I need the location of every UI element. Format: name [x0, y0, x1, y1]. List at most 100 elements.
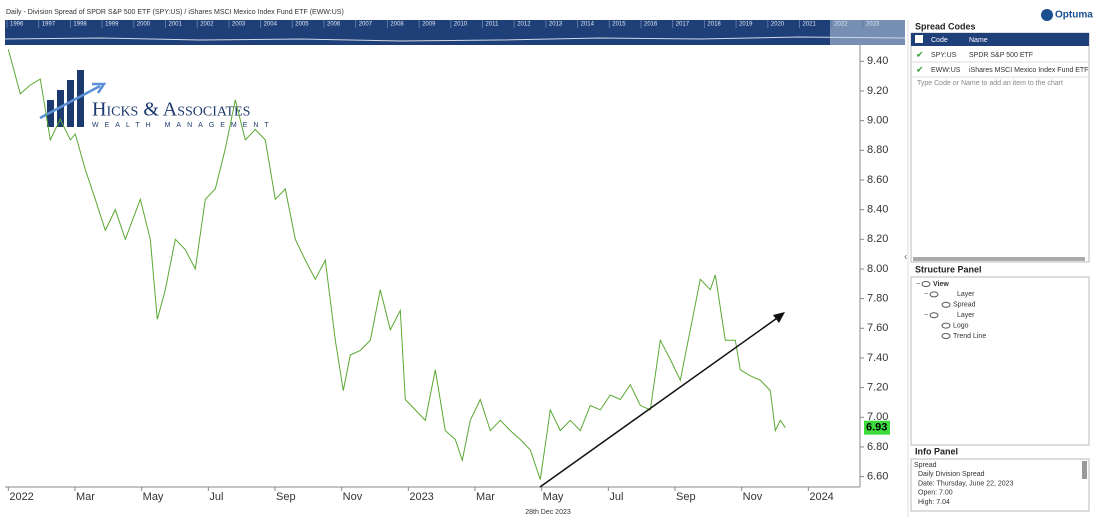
eye-icon[interactable] — [929, 312, 939, 319]
y-tick-label: 6.80 — [867, 441, 888, 453]
y-tick-label: 9.40 — [867, 55, 888, 67]
brand-icon — [1041, 9, 1053, 21]
tree-toggle[interactable]: − — [916, 281, 920, 288]
navigator-year: 2007 — [359, 22, 373, 28]
navigator-year: 2015 — [612, 22, 626, 28]
navigator-year: 1997 — [42, 22, 56, 28]
navigator-year: 2005 — [295, 22, 309, 28]
navigator-year: 2019 — [739, 22, 753, 28]
navigator-year: 2000 — [137, 22, 151, 28]
y-tick-label: 8.20 — [867, 233, 888, 245]
logo-bar — [77, 70, 84, 127]
tree-item[interactable]: Layer — [957, 312, 975, 319]
x-tick-label: Nov — [343, 491, 363, 503]
x-tick-label: May — [543, 491, 564, 503]
navigator-year: 2011 — [486, 22, 500, 28]
navigator-year: 2004 — [264, 22, 278, 28]
navigator-year: 2022 — [834, 22, 848, 28]
chart-title: Daily - Division Spread of SPDR S&P 500 … — [6, 9, 344, 16]
navigator-year: 2016 — [644, 22, 658, 28]
x-tick-label: 2022 — [9, 491, 33, 503]
y-tick-label: 9.20 — [867, 85, 888, 97]
brand[interactable]: Optuma — [1041, 9, 1093, 21]
logo-tagline: WEALTH MANAGEMENT — [92, 122, 275, 129]
tree-item[interactable]: Trend Line — [953, 333, 986, 340]
y-tick-label: 8.60 — [867, 174, 888, 186]
panel-title: Structure Panel — [915, 264, 982, 274]
scrollbar[interactable] — [913, 257, 1085, 261]
tree-item[interactable]: View — [933, 281, 949, 288]
info-line: Daily Division Spread — [918, 471, 985, 478]
x-tick-label: Jul — [609, 491, 623, 503]
eye-icon[interactable] — [941, 333, 951, 339]
y-tick-label: 7.20 — [867, 382, 888, 394]
brand-name: Optuma — [1055, 10, 1093, 21]
tree-item[interactable]: Logo — [953, 322, 969, 329]
tree-item[interactable]: Spread — [953, 302, 976, 309]
check[interactable]: ✔ — [916, 49, 924, 59]
codes-table — [910, 32, 1090, 263]
check[interactable]: ✔ — [916, 64, 924, 74]
y-tick-label: 7.40 — [867, 352, 888, 364]
navigator-year: 2013 — [549, 22, 563, 28]
navigator-year: 2010 — [454, 22, 468, 28]
x-tick-label: Jul — [209, 491, 223, 503]
y-tick-label: 7.60 — [867, 322, 888, 334]
info-line: High: 7.04 — [918, 499, 950, 506]
tree-toggle[interactable]: − — [924, 312, 928, 319]
eye-icon[interactable] — [921, 281, 931, 287]
codes-header — [911, 33, 1089, 46]
y-tick-label: 7.80 — [867, 293, 888, 305]
trend-line[interactable] — [539, 315, 781, 488]
info-line: Spread — [914, 462, 937, 469]
last-value-label: 6.93 — [866, 422, 887, 434]
navigator-year: 1996 — [10, 22, 24, 28]
eye-icon[interactable] — [941, 322, 951, 329]
y-tick-label: 6.60 — [867, 471, 888, 483]
navigator-year: 2014 — [581, 22, 595, 28]
collapse-arrow[interactable]: ‹ — [904, 252, 907, 263]
panel-title: Spread Codes — [915, 21, 976, 31]
y-tick-label: 8.40 — [867, 204, 888, 216]
x-tick-label: Sep — [676, 491, 696, 503]
navigator-years: 1996 1997 1998 1999 2000 2001 2002 2003 2004 2005… — [6, 20, 880, 28]
y-tick-label: 9.00 — [867, 115, 888, 127]
x-tick-label: Nov — [743, 491, 763, 503]
navigator-selection[interactable] — [830, 20, 905, 45]
eye-icon[interactable] — [929, 291, 939, 298]
navigator-year: 2020 — [771, 22, 785, 28]
eye-icon[interactable] — [941, 301, 951, 308]
info-lines: Spread Daily Division Spread Date: Thursda… — [914, 462, 1014, 506]
tree-toggle[interactable]: − — [924, 291, 928, 298]
x-tick-label: 2023 — [409, 491, 433, 503]
navigator-year: 2002 — [200, 22, 214, 28]
navigator-year: 1998 — [73, 22, 87, 28]
x-tick-label: Mar — [476, 491, 495, 503]
panel-title: Info Panel — [915, 446, 958, 456]
x-tick-label: Mar — [76, 491, 95, 503]
navigator-year: 2003 — [232, 22, 246, 28]
info-box — [910, 458, 1090, 512]
info-line: Open: 7.00 — [918, 490, 953, 497]
placeholder[interactable]: Type Code or Name to add an item to the … — [917, 80, 1063, 87]
trend-arrow — [773, 312, 785, 323]
logo-name: Hicks & Associates — [92, 99, 250, 121]
scrollbar[interactable] — [1082, 461, 1087, 479]
navigator-line — [4, 36, 906, 42]
logo-arrow — [39, 82, 107, 120]
info-line: Date: Thursday, June 22, 2023 — [918, 480, 1014, 487]
tree-item[interactable]: Layer — [957, 291, 975, 298]
column-header: Code — [931, 37, 948, 44]
y-tick-label: 8.00 — [867, 263, 888, 275]
x-tick-label: 2024 — [809, 491, 833, 503]
x-tick-label: May — [143, 491, 164, 503]
navigator-year: 2012 — [517, 22, 531, 28]
y-tick-label: 8.80 — [867, 144, 888, 156]
checkbox[interactable] — [915, 35, 923, 43]
logo-bar — [57, 90, 64, 127]
logo: Hicks & Associates WEALTH MANAGEMENT — [39, 70, 275, 129]
code-name: SPDR S&P 500 ETF — [969, 52, 1033, 59]
navigator-year: 2009 — [422, 22, 436, 28]
navigator-year: 2008 — [390, 22, 404, 28]
